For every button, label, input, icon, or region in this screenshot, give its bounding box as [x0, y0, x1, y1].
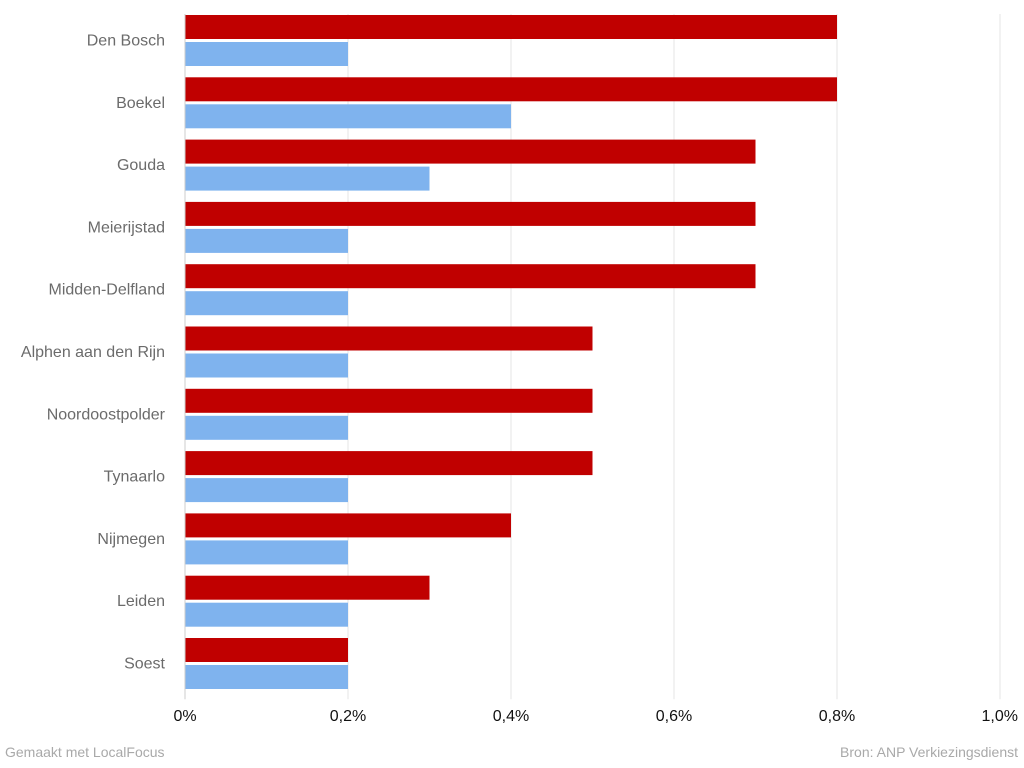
category-label: Boekel	[116, 95, 165, 112]
bar-series-1	[185, 451, 593, 476]
bar-series-2	[185, 478, 348, 503]
bar-series-1	[185, 638, 348, 662]
category-label: Leiden	[117, 593, 165, 610]
bar-series-1	[185, 15, 837, 39]
bar-series-2	[185, 665, 348, 689]
x-tick-label: 0%	[173, 708, 196, 725]
x-tick-labels: 0% 0,2% 0,4% 0,6% 0,8% 1,0%	[173, 708, 1018, 725]
bar-series-2	[185, 415, 348, 440]
x-tick-label: 0,6%	[656, 708, 692, 725]
bar-series-1	[185, 201, 756, 226]
bar-series-1	[185, 513, 511, 538]
category-label: Meierijstad	[88, 219, 165, 236]
footer-source: Bron: ANP Verkiezingsdienst	[840, 744, 1018, 760]
bar-series-2	[185, 228, 348, 253]
bar-series-2	[185, 166, 430, 191]
bar-series-2	[185, 42, 348, 66]
bar-series-1	[185, 388, 593, 413]
bar-series-2	[185, 540, 348, 565]
bar-series-2	[185, 353, 348, 378]
category-label: Noordoostpolder	[47, 406, 166, 423]
category-label: Midden-Delfland	[48, 282, 165, 299]
bar-series-1	[185, 326, 593, 351]
bar-series-2	[185, 291, 348, 316]
x-tick-label: 0,8%	[819, 708, 855, 725]
category-labels: Den Bosch Boekel Gouda Meierijstad Midden-De…	[21, 33, 166, 673]
bar-series-1	[185, 139, 756, 164]
bar-series-1	[185, 264, 756, 289]
footer-credit: Gemaakt met LocalFocus	[5, 744, 165, 760]
category-label: Soest	[124, 656, 165, 673]
x-tick-label: 0,2%	[330, 708, 366, 725]
bar-series-2	[185, 602, 348, 627]
category-label: Den Bosch	[87, 33, 165, 50]
x-tick-label: 1,0%	[982, 708, 1018, 725]
category-label: Alphen aan den Rijn	[21, 344, 165, 361]
category-label: Nijmegen	[97, 531, 165, 548]
category-label: Tynaarlo	[104, 469, 165, 486]
bar-series-2	[185, 104, 511, 129]
bar-series-1	[185, 77, 837, 102]
x-tick-label: 0,4%	[493, 708, 529, 725]
bar-series-1	[185, 575, 430, 600]
bars	[185, 15, 837, 689]
category-label: Gouda	[117, 157, 165, 174]
